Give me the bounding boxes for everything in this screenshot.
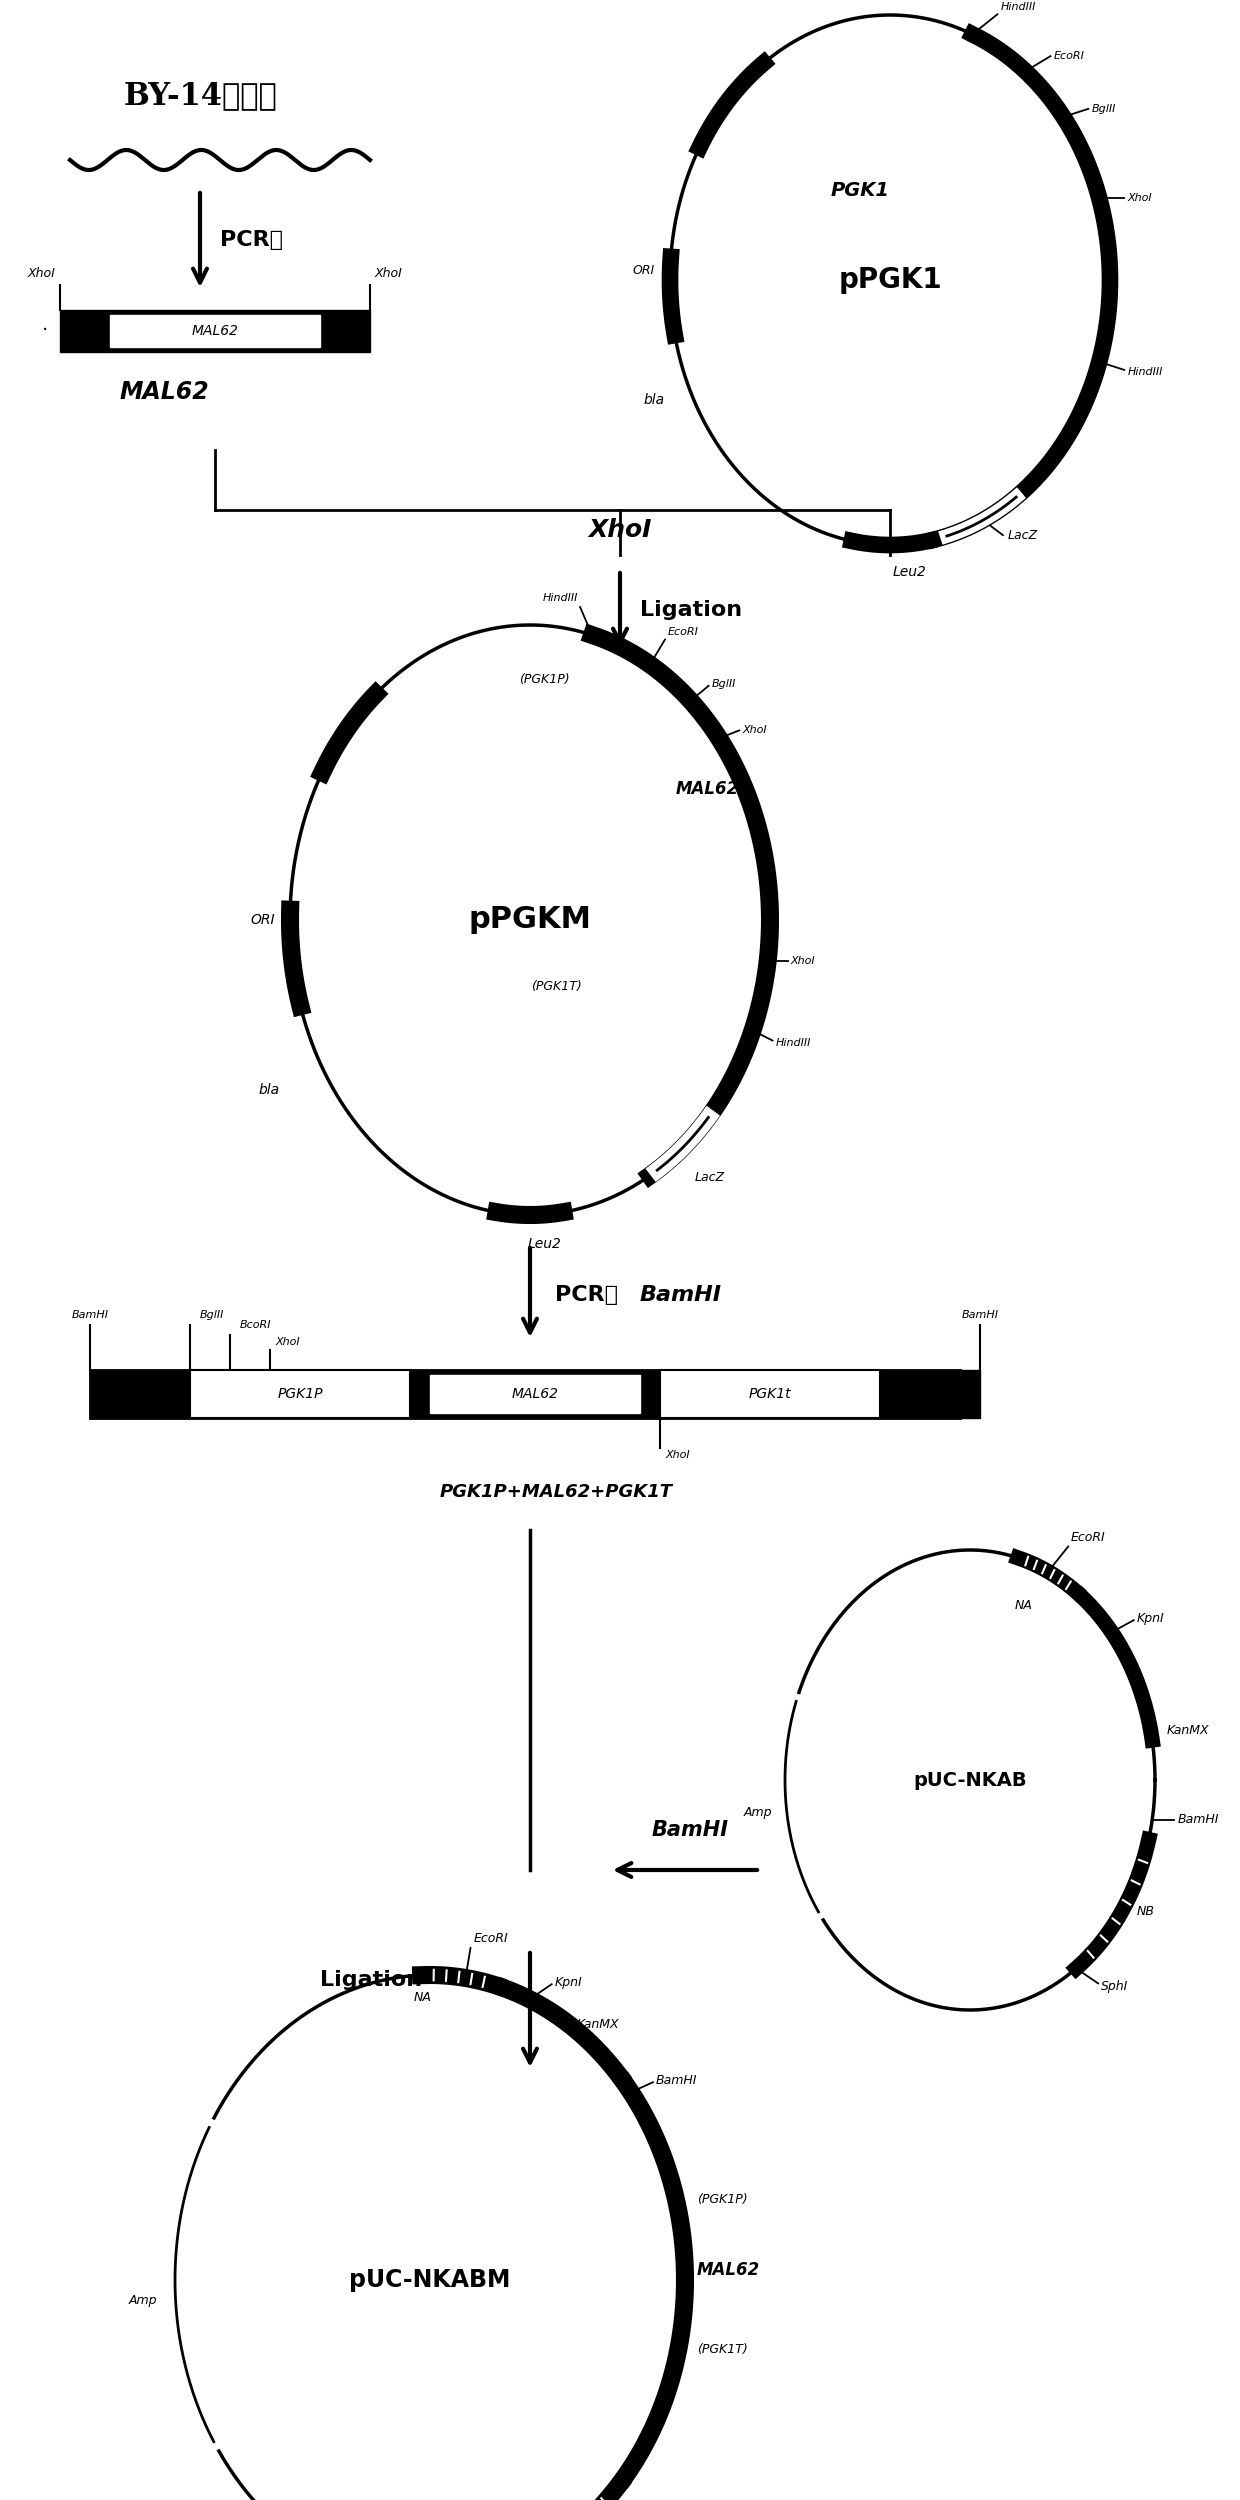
Bar bbox=[430, 1375, 640, 1412]
Text: BamHI: BamHI bbox=[640, 1285, 722, 1305]
Text: HindIII: HindIII bbox=[775, 1038, 811, 1048]
Text: (PGK1P): (PGK1P) bbox=[520, 672, 570, 685]
Text: KpnI: KpnI bbox=[554, 1975, 583, 1988]
Text: BglII: BglII bbox=[712, 680, 737, 690]
Text: MAL62: MAL62 bbox=[191, 325, 238, 338]
Text: Leu2: Leu2 bbox=[528, 1238, 562, 1250]
Text: BglII: BglII bbox=[1091, 105, 1116, 115]
Text: BamHI: BamHI bbox=[651, 1820, 729, 1840]
Text: pPGKM: pPGKM bbox=[469, 905, 591, 935]
Text: PGK1P: PGK1P bbox=[278, 1388, 322, 1400]
Text: SphI: SphI bbox=[1101, 1980, 1128, 1992]
Text: Ligation: Ligation bbox=[640, 600, 742, 620]
Text: BglII: BglII bbox=[200, 1310, 224, 1320]
Text: BcoRI: BcoRI bbox=[241, 1320, 272, 1330]
Bar bbox=[91, 1370, 190, 1417]
Text: KpnI: KpnI bbox=[1137, 1612, 1164, 1625]
Text: XhoI: XhoI bbox=[791, 955, 815, 965]
Bar bbox=[190, 1370, 410, 1417]
Text: pUC-NKABM: pUC-NKABM bbox=[350, 2268, 511, 2292]
Bar bbox=[880, 1370, 980, 1417]
Text: (PGK1P): (PGK1P) bbox=[697, 2192, 748, 2208]
Text: PCR，: PCR， bbox=[219, 230, 283, 250]
Text: BamHI: BamHI bbox=[656, 2072, 697, 2088]
Text: BamHI: BamHI bbox=[72, 1310, 109, 1320]
Text: XhoI: XhoI bbox=[588, 518, 652, 542]
Text: MAL62: MAL62 bbox=[120, 380, 210, 405]
Text: EcoRI: EcoRI bbox=[1054, 50, 1084, 60]
Text: XhoI: XhoI bbox=[665, 1450, 689, 1460]
Text: XhoI: XhoI bbox=[374, 268, 403, 280]
Text: EcoRI: EcoRI bbox=[668, 628, 699, 638]
Text: MAL62: MAL62 bbox=[511, 1388, 558, 1400]
Text: HindIII: HindIII bbox=[543, 592, 578, 602]
Text: NA: NA bbox=[1014, 1600, 1033, 1612]
Text: NB: NB bbox=[1137, 1905, 1154, 1918]
Text: PGK1: PGK1 bbox=[831, 180, 889, 200]
Bar bbox=[91, 1370, 960, 1417]
Text: EcoRI: EcoRI bbox=[474, 1932, 508, 1945]
Text: LacZ: LacZ bbox=[1008, 528, 1038, 542]
Text: pUC-NKAB: pUC-NKAB bbox=[913, 1770, 1027, 1790]
Bar bbox=[60, 310, 370, 352]
Text: MAL62: MAL62 bbox=[676, 780, 739, 798]
Text: (PGK1T): (PGK1T) bbox=[531, 980, 582, 992]
Bar bbox=[110, 315, 320, 348]
Text: KanMX: KanMX bbox=[1167, 1722, 1210, 1737]
Text: pPGK1: pPGK1 bbox=[838, 265, 942, 295]
Text: bla: bla bbox=[644, 392, 665, 408]
Text: PGK1P+MAL62+PGK1T: PGK1P+MAL62+PGK1T bbox=[440, 1482, 673, 1500]
Text: BY-14基因组: BY-14基因组 bbox=[123, 80, 277, 110]
Text: PGK1t: PGK1t bbox=[749, 1388, 791, 1400]
Text: BamHI: BamHI bbox=[1177, 1812, 1219, 1828]
Text: bla: bla bbox=[259, 1082, 280, 1098]
Text: HindIII: HindIII bbox=[1127, 368, 1163, 378]
Text: XhoI: XhoI bbox=[1127, 192, 1152, 202]
Text: Ligation: Ligation bbox=[320, 1970, 422, 1990]
Text: HindIII: HindIII bbox=[1001, 2, 1035, 12]
Text: LacZ: LacZ bbox=[694, 1170, 724, 1185]
Text: Leu2: Leu2 bbox=[893, 565, 928, 580]
Text: XhoI: XhoI bbox=[275, 1338, 300, 1348]
Text: XhoI: XhoI bbox=[27, 268, 55, 280]
Text: EcoRI: EcoRI bbox=[1070, 1530, 1105, 1542]
Text: KanMX: KanMX bbox=[577, 2018, 619, 2032]
Text: (PGK1T): (PGK1T) bbox=[697, 2342, 748, 2357]
Text: Amp: Amp bbox=[129, 2295, 157, 2308]
Text: ORI: ORI bbox=[250, 912, 275, 928]
Bar bbox=[410, 1370, 660, 1417]
Text: MAL62: MAL62 bbox=[697, 2260, 760, 2280]
Text: ·: · bbox=[42, 322, 48, 340]
Text: XhoI: XhoI bbox=[742, 725, 766, 735]
Text: ORI: ORI bbox=[632, 262, 655, 278]
Text: NA: NA bbox=[413, 1990, 432, 2005]
Text: Amp: Amp bbox=[743, 1805, 771, 1818]
Text: PCR，: PCR， bbox=[556, 1285, 634, 1305]
Text: BamHI: BamHI bbox=[961, 1310, 998, 1320]
Bar bbox=[660, 1370, 880, 1417]
